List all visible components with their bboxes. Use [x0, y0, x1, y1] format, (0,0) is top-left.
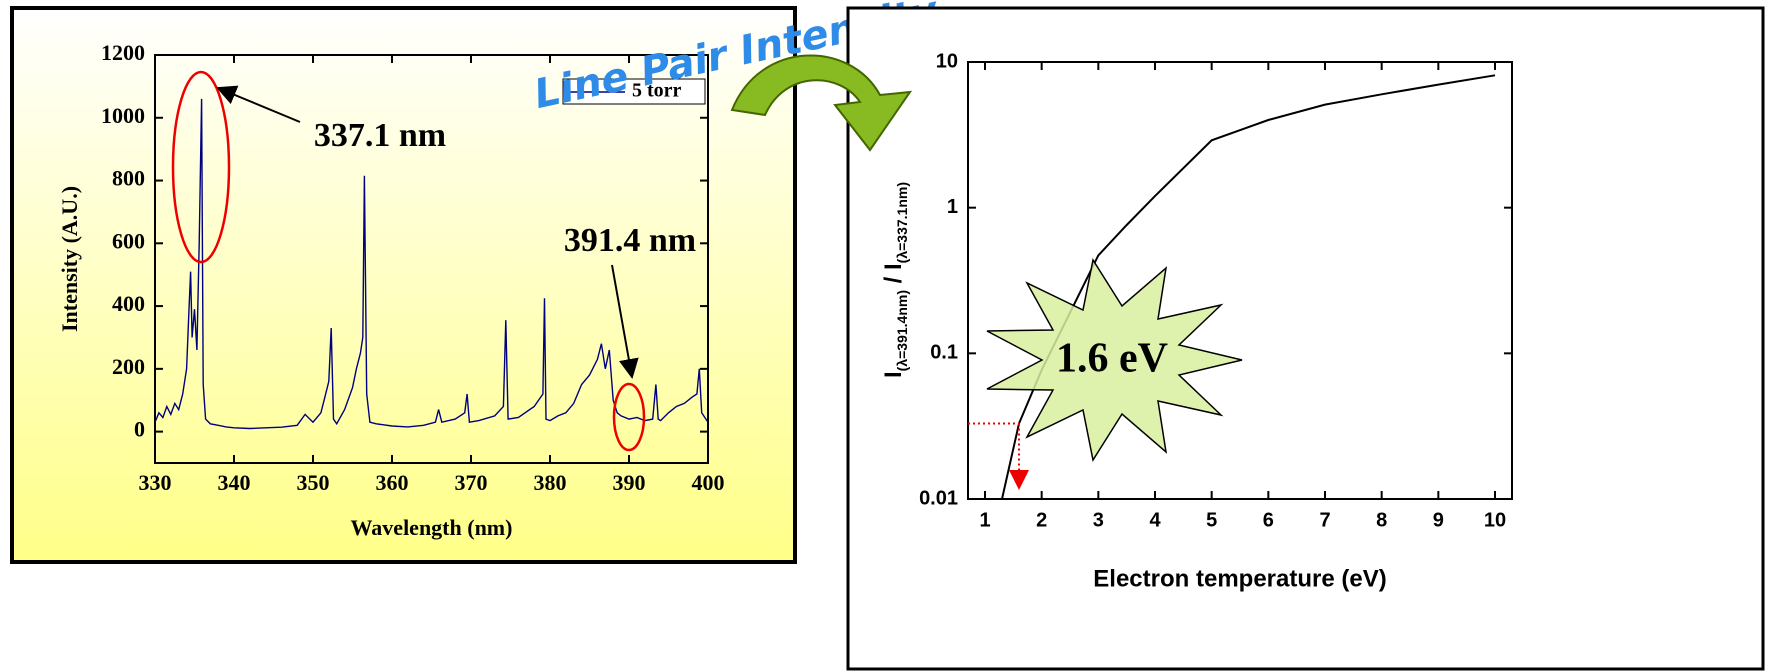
left-panel: 330 340 350 360 370 380 390 400 0 200 400 600 800 100… [10, 6, 797, 564]
right-panel: 1 2 3 4 5 6 7 8 9 10 0.01 0.1 1 10 Electron temperatur… [846, 6, 1765, 671]
y-tick-label: 0.01 [919, 487, 958, 509]
arrow [216, 85, 301, 123]
y-axis-label-part: I [880, 371, 907, 378]
y-tick-label: 1000 [101, 103, 145, 128]
x-tick-label: 340 [218, 470, 251, 495]
y-tick-label: 600 [112, 228, 145, 253]
plot-frame [967, 61, 1513, 500]
y-tick-label: 800 [112, 166, 145, 191]
y-tick-label: 1 [947, 196, 958, 218]
y-tick-label: 400 [112, 291, 145, 316]
x-tick-label: 9 [1433, 509, 1444, 531]
arrow [611, 264, 639, 379]
x-tick-label: 350 [297, 470, 330, 495]
x-axis-label: Wavelength (nm) [351, 515, 513, 540]
annotation: 337.1 nm [314, 117, 446, 154]
legend-label: 5 torr [632, 80, 682, 102]
x-tick-label: 10 [1484, 509, 1506, 531]
x-axis-label: Electron temperature (eV) [1093, 565, 1386, 592]
y-axis-label-part: (λ=391.4nm) [894, 290, 910, 371]
y-tick-label: 0 [134, 417, 145, 442]
y-axis-label-part: (λ=337.1nm) [894, 182, 910, 263]
x-tick-label: 330 [139, 470, 172, 495]
y-axis-label-part: / I [880, 263, 907, 290]
x-tick-label: 1 [979, 509, 990, 531]
annotation: 1.6 eV [1056, 336, 1168, 382]
x-tick-label: 7 [1319, 509, 1330, 531]
highlight [612, 382, 646, 452]
annotation: 391.4 nm [564, 222, 696, 259]
y-tick-label: 0.1 [930, 342, 958, 364]
starburst [986, 258, 1243, 462]
x-tick-label: 6 [1263, 509, 1274, 531]
x-tick-label: 360 [376, 470, 409, 495]
x-tick-label: 380 [534, 470, 567, 495]
y-tick-label: 10 [936, 50, 958, 72]
x-tick-label: 8 [1376, 509, 1387, 531]
highlight [171, 70, 231, 264]
y-tick-label: 200 [112, 354, 145, 379]
data-line [155, 98, 708, 430]
x-tick-label: 2 [1036, 509, 1047, 531]
x-tick-label: 390 [613, 470, 646, 495]
x-tick-label: 4 [1149, 509, 1161, 531]
x-tick-label: 3 [1093, 509, 1104, 531]
x-tick-label: 370 [455, 470, 488, 495]
curved-arrow [730, 54, 913, 152]
y-tick-label: 1200 [101, 40, 145, 65]
y-axis-label: I(λ=391.4nm) / I(λ=337.1nm) [880, 182, 909, 378]
x-tick-label: 400 [692, 470, 725, 495]
x-tick-label: 5 [1206, 509, 1217, 531]
y-axis-label: Intensity (A.U.) [57, 186, 82, 332]
plot-frame [154, 54, 709, 464]
